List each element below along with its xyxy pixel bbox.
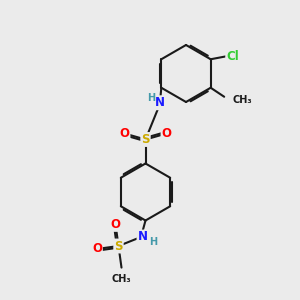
Text: H: H: [149, 237, 158, 248]
Text: N: N: [137, 230, 148, 244]
Text: S: S: [141, 133, 150, 146]
Text: O: O: [119, 127, 130, 140]
Text: O: O: [110, 218, 121, 231]
Text: CH₃: CH₃: [232, 95, 252, 105]
Text: O: O: [92, 242, 102, 256]
Text: N: N: [155, 96, 165, 109]
Text: O: O: [161, 127, 172, 140]
Text: S: S: [114, 239, 123, 253]
Text: Cl: Cl: [226, 50, 239, 63]
Text: CH₃: CH₃: [112, 274, 131, 284]
Text: H: H: [147, 93, 155, 103]
